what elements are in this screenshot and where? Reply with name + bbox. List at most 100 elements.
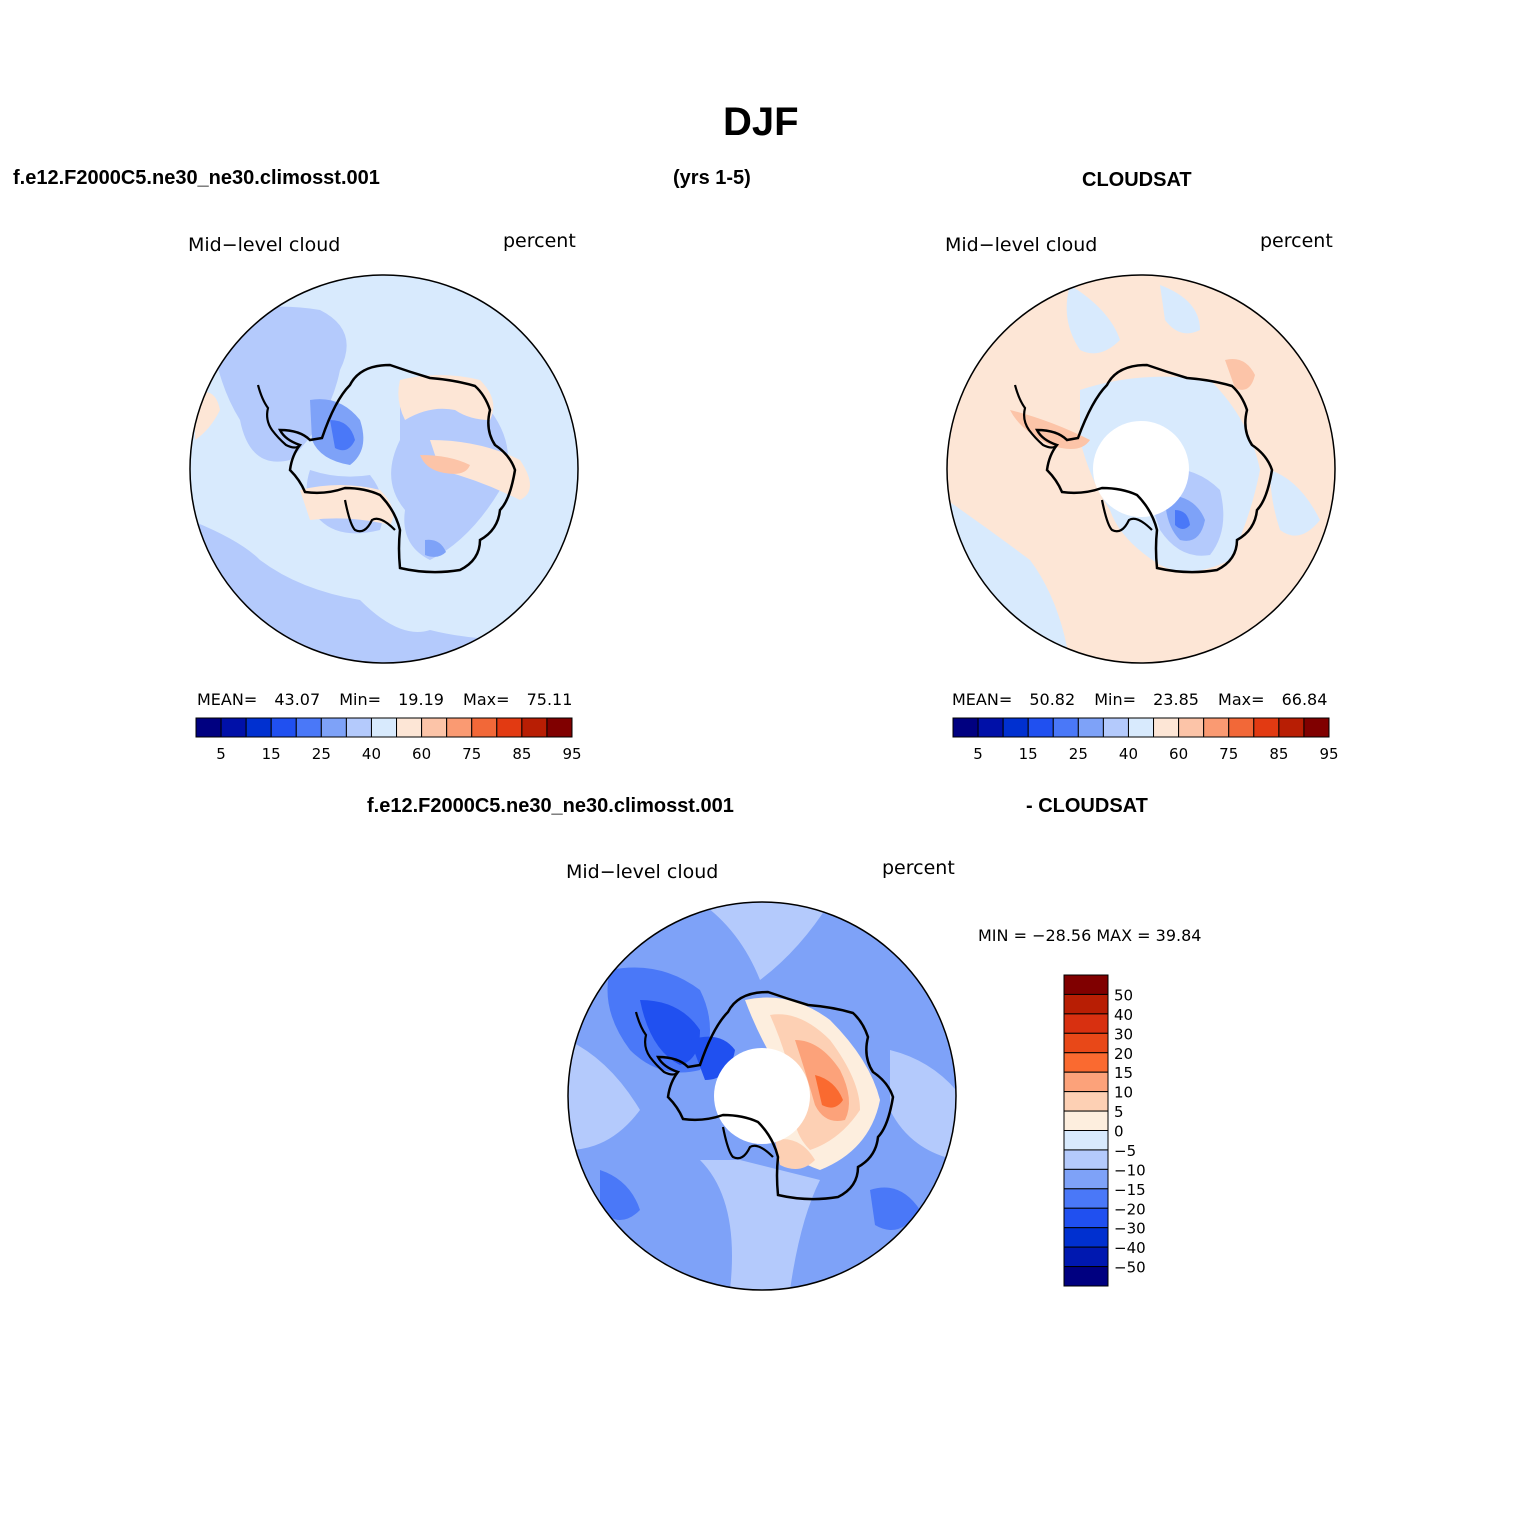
obs-colorbar-tick-label: 25 — [1069, 745, 1088, 763]
obs-colorbar-box-0 — [952, 717, 979, 738]
obs-colorbar-box-7 — [1127, 717, 1155, 738]
obs-min-value: 23.85 — [1153, 690, 1199, 709]
model-variable-label: Mid−level cloud — [188, 234, 341, 256]
model-colorbar-box-2 — [245, 717, 272, 738]
obs-colorbar-tick-label: 85 — [1269, 745, 1288, 763]
diff-colorbar-box-15 — [1063, 1266, 1109, 1287]
diff-colorbar-box-12 — [1063, 1207, 1109, 1229]
diff-colorbar-tick-label: 50 — [1114, 986, 1133, 1004]
diff-colorbar-box-5 — [1063, 1071, 1109, 1093]
figure-title: DJF — [723, 100, 799, 144]
diff-minmax: MIN = −28.56 MAX = 39.84 — [978, 926, 1202, 945]
obs-colorbar-box-5 — [1077, 717, 1104, 738]
obs-map-border — [946, 274, 1336, 664]
obs-contour-north-2 — [1160, 285, 1200, 334]
model-colorbar-box-10 — [446, 717, 473, 738]
diff-contour-light-s — [700, 1160, 820, 1290]
diff-colorbar-box-0 — [1063, 974, 1109, 995]
model-colorbar-box-6 — [345, 717, 372, 738]
obs-colorbar-box-9 — [1178, 717, 1205, 738]
diff-contour-darkblue-s — [600, 1170, 640, 1220]
diff-colorbar-box-14 — [1063, 1246, 1109, 1268]
obs-stats: MEAN= 50.82 Min= 23.85 Max= 66.84 — [952, 690, 1327, 709]
obs-colorbar-box-14 — [1303, 717, 1330, 738]
model-colorbar-box-7 — [370, 717, 398, 738]
model-contour-blue-core — [330, 420, 355, 451]
obs-min-label: Min= — [1094, 690, 1137, 709]
diff-colorbar-tick-label: −10 — [1114, 1161, 1146, 1179]
obs-mean-label: MEAN= — [952, 690, 1013, 709]
model-contour-ring-low — [190, 520, 578, 663]
diff-polar-map — [567, 901, 957, 1291]
diff-polar-hole — [714, 1048, 810, 1144]
diff-colorbar-tick-label: 10 — [1114, 1084, 1133, 1102]
model-colorbar-box-3 — [270, 717, 297, 738]
obs-colorbar-box-3 — [1027, 717, 1054, 738]
obs-colorbar-tick-label: 75 — [1219, 745, 1238, 763]
model-contour-blue-small — [425, 539, 446, 557]
obs-polar-hole — [1093, 421, 1189, 517]
diff-contour-warm-south — [775, 1139, 815, 1169]
diff-variable-label: Mid−level cloud — [566, 861, 719, 883]
diff-coastline — [655, 990, 895, 1201]
years-header: (yrs 1-5) — [673, 167, 751, 189]
diff-colorbar-tick-label: −50 — [1114, 1259, 1146, 1277]
obs-colorbar-box-12 — [1253, 717, 1280, 738]
model-colorbar-box-4 — [295, 717, 322, 738]
model-colorbar-box-8 — [396, 717, 423, 738]
diff-colorbar-tick-label: −30 — [1114, 1220, 1146, 1238]
obs-header: CLOUDSAT — [1082, 169, 1192, 191]
diff-colorbar-box-10 — [1063, 1168, 1109, 1190]
diff-map-border — [567, 901, 957, 1291]
obs-contour-north — [1066, 285, 1120, 354]
diff-contour-light-e — [890, 1050, 956, 1160]
diff-contour-darkblue-se — [870, 1187, 920, 1230]
model-colorbar-box-0 — [195, 717, 222, 738]
obs-units-label: percent — [1260, 230, 1333, 252]
model-colorbar-tick-label: 95 — [562, 745, 581, 763]
diff-units-label: percent — [882, 857, 955, 879]
model-case-header: f.e12.F2000C5.ne30_ne30.climosst.001 — [13, 167, 380, 189]
obs-contour-warm — [1225, 359, 1255, 390]
model-min-value: 19.19 — [398, 690, 444, 709]
model-colorbar-tick-label: 60 — [412, 745, 431, 763]
diff-colorbar-tick-label: 40 — [1114, 1006, 1133, 1024]
diff-colorbar-tick-label: −15 — [1114, 1181, 1146, 1199]
diff-colorbar-tick-label: 20 — [1114, 1045, 1133, 1063]
model-contour-orange — [420, 455, 470, 474]
model-mean-label: MEAN= — [197, 690, 258, 709]
diff-colorbar-box-2 — [1063, 1013, 1109, 1034]
diff-contour-deepblue — [640, 1000, 700, 1065]
model-colorbar-box-14 — [546, 717, 573, 738]
diff-colorbar-tick-label: −40 — [1114, 1239, 1146, 1257]
obs-max-label: Max= — [1218, 690, 1265, 709]
obs-mean-value: 50.82 — [1029, 690, 1076, 709]
model-colorbar-box-11 — [471, 717, 498, 738]
obs-colorbar-box-2 — [1002, 717, 1029, 738]
obs-contour-east — [1270, 470, 1320, 536]
diff-colorbar-box-1 — [1063, 993, 1109, 1015]
obs-colorbar-tick-label: 15 — [1019, 745, 1038, 763]
model-polar-map — [189, 274, 579, 664]
diff-contour-light-n — [700, 902, 830, 980]
model-stats: MEAN= 43.07 Min= 19.19 Max= 75.11 — [197, 690, 572, 709]
obs-colorbar-box-13 — [1278, 717, 1305, 738]
model-units-label: percent — [503, 230, 576, 252]
diff-colorbar-box-9 — [1063, 1149, 1109, 1170]
diff-colorbar-box-11 — [1063, 1188, 1109, 1209]
diff-colorbar-tick-label: 15 — [1114, 1064, 1133, 1082]
model-colorbar-box-12 — [496, 717, 523, 738]
diff-colorbar-tick-label: 5 — [1114, 1103, 1124, 1121]
diff-colorbar-box-13 — [1063, 1227, 1109, 1248]
model-colorbar-box-5 — [320, 717, 347, 738]
diff-peninsula — [634, 1011, 679, 1076]
diff-contour-warm-core — [815, 1075, 843, 1108]
obs-colorbar-box-4 — [1052, 717, 1079, 738]
diff-obs-header: - CLOUDSAT — [1026, 795, 1148, 817]
obs-colorbar-tick-label: 60 — [1169, 745, 1188, 763]
diff-colorbar-box-8 — [1063, 1130, 1109, 1151]
obs-colorbar-box-6 — [1102, 717, 1129, 738]
diff-colorbar-box-7 — [1063, 1110, 1109, 1131]
